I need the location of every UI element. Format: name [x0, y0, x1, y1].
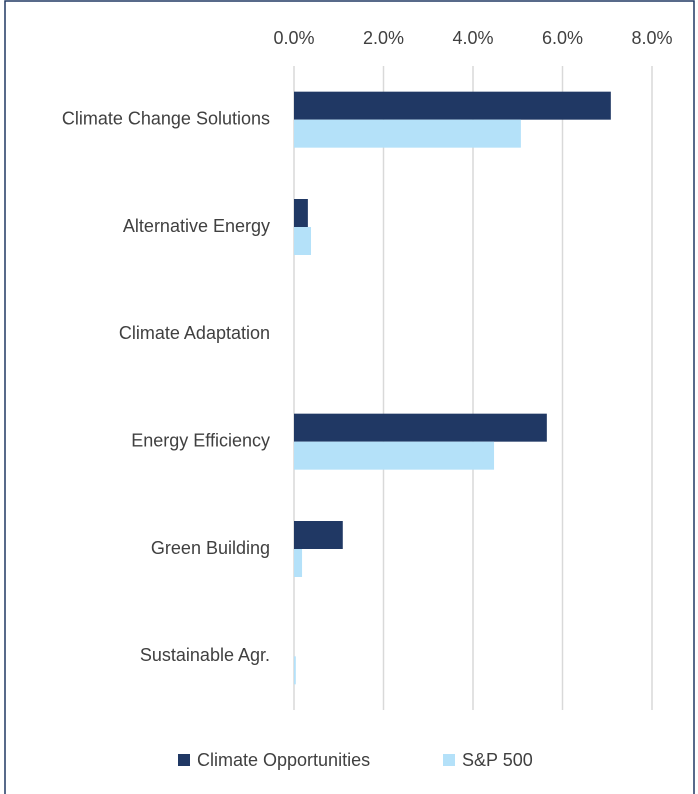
x-tick-label: 0.0% — [273, 28, 314, 48]
chart-frame — [4, 0, 695, 794]
bar — [294, 656, 296, 685]
bar — [294, 119, 521, 148]
bar — [294, 91, 611, 120]
bar — [294, 413, 547, 442]
y-tick-label: Climate Adaptation — [119, 323, 270, 343]
x-tick-label: 4.0% — [452, 28, 493, 48]
bar — [294, 521, 343, 549]
y-tick-label: Climate Change Solutions — [62, 108, 270, 128]
bar — [294, 199, 308, 227]
legend-swatch — [178, 754, 190, 766]
bar — [294, 441, 495, 470]
legend-swatch — [443, 754, 455, 766]
x-tick-label: 8.0% — [631, 28, 672, 48]
y-tick-label: Alternative Energy — [123, 216, 270, 236]
legend-label: Climate Opportunities — [197, 750, 370, 770]
bar — [294, 227, 312, 255]
y-tick-label: Green Building — [151, 538, 270, 558]
bar — [294, 549, 303, 577]
y-tick-label: Sustainable Agr. — [140, 645, 270, 665]
x-tick-label: 6.0% — [542, 28, 583, 48]
legend-label: S&P 500 — [462, 750, 533, 770]
x-tick-label: 2.0% — [363, 28, 404, 48]
y-tick-label: Energy Efficiency — [131, 430, 270, 450]
